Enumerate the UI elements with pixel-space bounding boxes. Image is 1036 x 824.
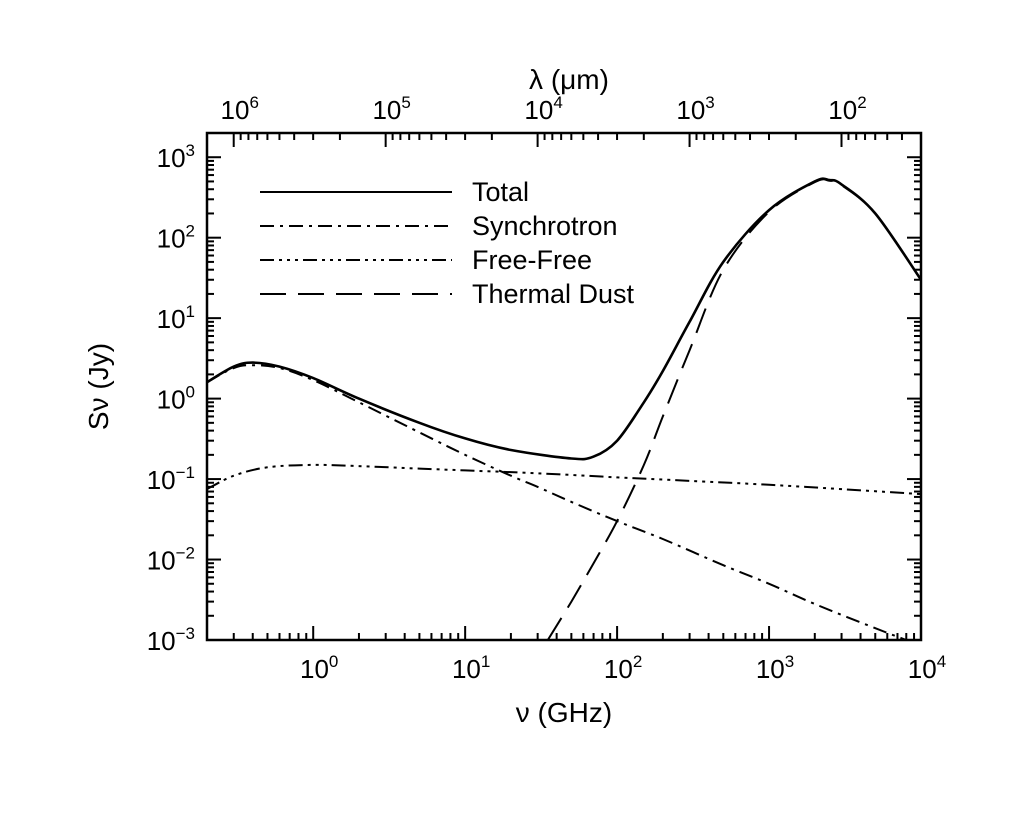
x-tick-label: 101: [452, 652, 490, 684]
x-tick-label: 103: [756, 652, 794, 684]
legend-label: Total: [472, 177, 529, 207]
legend-label: Synchrotron: [472, 211, 618, 241]
series-line-thermal-dust: [546, 178, 921, 640]
top-tick-label: 103: [676, 93, 714, 125]
y-tick-label: 10−3: [147, 624, 195, 656]
legend-label: Thermal Dust: [472, 279, 635, 309]
x-tick-label: 102: [604, 652, 642, 684]
top-axis-label: λ (μm): [529, 64, 609, 95]
tick-labels: 100 101 102 103 104 103 102 101 100 10−1 10−2 10−3 1…: [147, 93, 947, 684]
series-lines: [207, 177, 921, 640]
y-tick-label: 103: [157, 141, 195, 173]
y-axis-label: Sν (Jy): [83, 343, 114, 430]
y-tick-label: 100: [157, 383, 195, 415]
top-tick-label: 106: [221, 93, 259, 125]
x-tick-label: 104: [908, 652, 946, 684]
y-tick-label: 102: [157, 222, 195, 254]
legend-label: Free-Free: [472, 245, 592, 275]
y-tick-label: 10−2: [147, 544, 195, 576]
top-tick-label: 105: [372, 93, 410, 125]
top-tick-label: 102: [828, 93, 866, 125]
series-line-free-free: [207, 463, 921, 496]
top-tick-label: 104: [524, 93, 562, 125]
y-tick-label: 101: [157, 302, 195, 334]
y-tick-label: 10−1: [147, 463, 195, 495]
series-line-synchrotron: [207, 364, 907, 640]
plot-frame: [205, 131, 923, 642]
x-axis-label: ν (GHz): [516, 697, 612, 728]
legend: Total Synchrotron Free-Free Thermal Dust: [260, 177, 635, 309]
x-tick-label: 100: [300, 652, 338, 684]
